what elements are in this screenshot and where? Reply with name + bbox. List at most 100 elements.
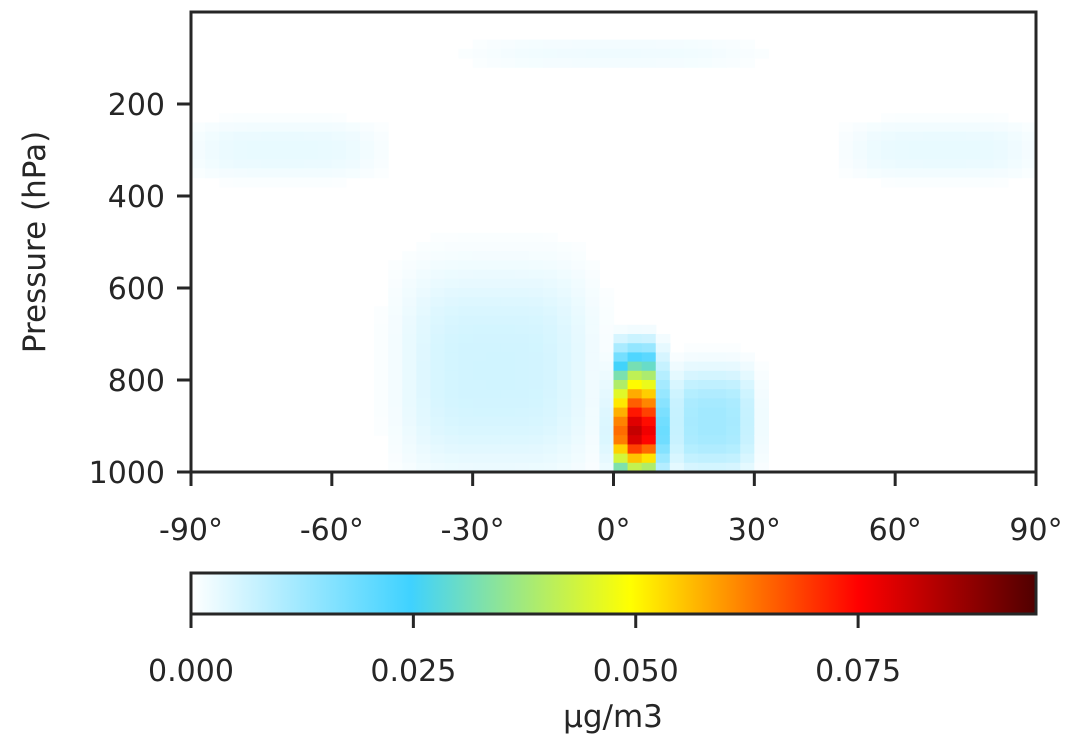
heatmap-cell — [571, 58, 586, 68]
heatmap-cell — [655, 352, 671, 363]
heatmap-cell — [388, 426, 403, 436]
heatmap-cell — [247, 140, 263, 151]
heatmap-cell — [303, 168, 319, 179]
heatmap-cell — [500, 297, 516, 307]
heatmap-cell — [599, 462, 615, 472]
heatmap-cell — [641, 352, 657, 363]
heatmap-cell — [712, 361, 727, 372]
heatmap-cell — [303, 131, 319, 142]
heatmap-cell — [993, 168, 1009, 179]
heatmap-cell — [486, 297, 502, 307]
heatmap-cell — [331, 140, 347, 151]
heatmap-cell — [500, 426, 516, 436]
heatmap-cell — [486, 426, 502, 436]
heatmap-cell — [838, 122, 854, 133]
heatmap-cell — [430, 370, 446, 381]
heatmap-cell — [951, 122, 967, 133]
heatmap-cell — [726, 58, 741, 68]
heatmap-cell — [698, 48, 713, 59]
heatmap-cell — [275, 131, 291, 142]
heatmap-cell — [430, 232, 446, 243]
heatmap-cell — [430, 260, 446, 271]
heatmap-cell — [529, 324, 544, 335]
heatmap-cell — [979, 131, 995, 142]
heatmap-cell — [937, 150, 953, 160]
heatmap-cell — [571, 315, 586, 326]
heatmap-cell — [557, 278, 572, 289]
heatmap-cell — [205, 131, 220, 142]
heatmap-cell — [275, 140, 291, 151]
heatmap-cell — [486, 407, 502, 418]
heatmap-cell — [402, 269, 417, 280]
heatmap-cell — [416, 435, 432, 445]
heatmap-cell — [430, 380, 446, 390]
heatmap-cell — [571, 370, 586, 381]
heatmap-cell — [402, 370, 417, 381]
heatmap-cell — [233, 150, 248, 160]
heatmap-cell — [233, 122, 248, 133]
heatmap-cell — [937, 177, 953, 188]
heatmap-cell — [472, 251, 488, 261]
heatmap-cell — [613, 343, 629, 353]
heatmap-cell — [557, 288, 572, 298]
heatmap-cell — [557, 352, 572, 363]
heatmap-cell — [838, 140, 854, 151]
heatmap-cell — [416, 444, 432, 455]
heatmap-cell — [712, 435, 727, 445]
heatmap-cell — [599, 297, 615, 307]
heatmap-cell — [529, 334, 544, 344]
heatmap-cell — [416, 334, 432, 344]
heatmap-cell — [895, 140, 910, 151]
heatmap-cell — [374, 324, 389, 335]
heatmap-cell — [458, 453, 474, 464]
heatmap-cell — [430, 334, 446, 344]
heatmap-cell — [486, 398, 502, 409]
heatmap-cell — [331, 168, 347, 179]
heatmap-cell — [388, 435, 403, 445]
heatmap-cell — [740, 453, 755, 464]
heatmap-cell — [261, 140, 277, 151]
heatmap-cell — [585, 352, 601, 363]
heatmap-cell — [993, 131, 1009, 142]
heatmap-cell — [641, 361, 657, 372]
heatmap-cell — [726, 39, 741, 50]
heatmap-cell — [191, 159, 206, 169]
heatmap-cell — [599, 370, 615, 381]
heatmap-cell — [923, 159, 939, 169]
heatmap-cell — [219, 113, 234, 123]
heatmap-cell — [613, 48, 629, 59]
heatmap-cell — [543, 39, 558, 50]
heatmap-cell — [867, 159, 882, 169]
heatmap-cell — [472, 352, 488, 363]
heatmap-cell — [289, 177, 305, 188]
heatmap-cell — [317, 113, 333, 123]
heatmap-cell — [205, 150, 220, 160]
heatmap-cell — [754, 407, 770, 418]
heatmap-cell — [613, 444, 629, 455]
heatmap-cell — [317, 177, 333, 188]
heatmap-cell — [627, 352, 643, 363]
heatmap-cell — [698, 39, 713, 50]
heatmap-cell — [416, 453, 432, 464]
heatmap-cell — [416, 306, 432, 317]
heatmap-cell — [557, 315, 572, 326]
heatmap-cell — [486, 288, 502, 298]
heatmap-cell — [458, 416, 474, 427]
heatmap-cell — [895, 168, 910, 179]
heatmap-cell — [726, 462, 741, 472]
heatmap-cell — [585, 444, 601, 455]
heatmap-cell — [726, 361, 741, 372]
heatmap-cell — [500, 352, 516, 363]
heatmap-cell — [303, 177, 319, 188]
heatmap-cell — [641, 343, 657, 353]
heatmap-cell — [360, 122, 375, 133]
heatmap-cell — [599, 48, 615, 59]
heatmap-cell — [219, 168, 234, 179]
heatmap-cell — [430, 251, 446, 261]
heatmap-cell — [669, 453, 685, 464]
heatmap-cell — [472, 334, 488, 344]
heatmap-cell — [543, 269, 558, 280]
heatmap-cell — [402, 453, 417, 464]
heatmap-cell — [543, 444, 558, 455]
heatmap-cell — [937, 159, 953, 169]
